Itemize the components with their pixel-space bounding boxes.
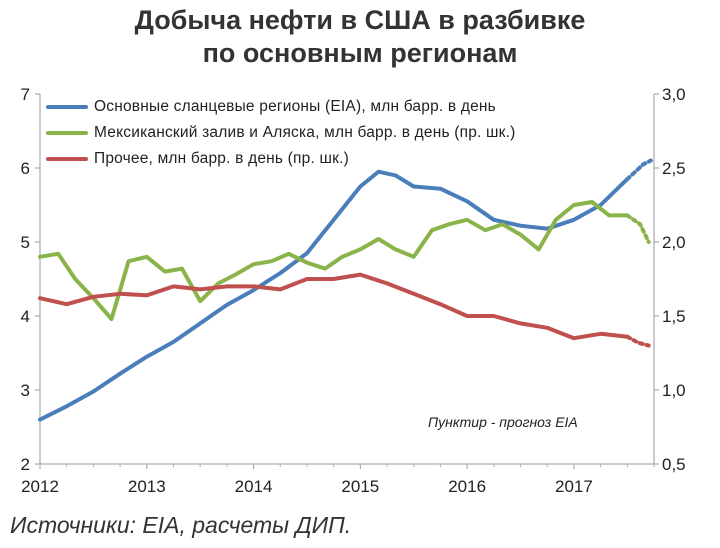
x-tick-label: 2012 <box>21 477 59 496</box>
right-tick-label: 1,0 <box>662 381 686 400</box>
left-tick-label: 2 <box>21 455 30 474</box>
series-line-1 <box>38 200 630 321</box>
left-tick-label: 3 <box>21 381 30 400</box>
left-tick-label: 4 <box>21 307 30 326</box>
legend-label-other: Прочее, млн барр. в день (пр. шк.) <box>94 150 349 167</box>
series-forecast-0 <box>625 158 653 182</box>
source-note: Источники: EIA, расчеты ДИП. <box>10 512 352 538</box>
series-line-0 <box>38 169 630 422</box>
forecast-note: Пунктир - прогноз EIA <box>428 414 578 430</box>
chart-title-line-2: по основным регионам <box>202 38 518 68</box>
legend-label-shale: Основные сланцевые регионы (EIA), млн ба… <box>94 98 496 115</box>
legend-swatch-gulf <box>46 131 88 135</box>
left-tick-label: 6 <box>21 159 30 178</box>
right-tick-label: 2,5 <box>662 159 686 178</box>
legend-entry-gulf: Мексиканский залив и Аляска, млн барр. в… <box>46 122 516 144</box>
legend-label-gulf: Мексиканский залив и Аляска, млн барр. в… <box>94 124 516 141</box>
x-tick-label: 2015 <box>341 477 379 496</box>
left-tick-label: 7 <box>21 85 30 104</box>
right-tick-label: 3,0 <box>662 85 686 104</box>
right-tick-label: 2,0 <box>662 233 686 252</box>
x-tick-label: 2014 <box>235 477 273 496</box>
left-tick-label: 5 <box>21 233 30 252</box>
legend-entry-other: Прочее, млн барр. в день (пр. шк.) <box>46 148 349 170</box>
series-forecast-1 <box>625 213 651 244</box>
legend-entry-shale: Основные сланцевые регионы (EIA), млн ба… <box>46 96 496 118</box>
legend-swatch-other <box>46 157 88 161</box>
legend-swatch-shale <box>46 105 88 109</box>
x-tick-label: 2016 <box>448 477 486 496</box>
x-tick-label: 2017 <box>555 477 593 496</box>
right-tick-label: 0,5 <box>662 455 686 474</box>
series-line-2 <box>38 272 630 341</box>
x-tick-label: 2013 <box>128 477 166 496</box>
right-tick-label: 1,5 <box>662 307 686 326</box>
series-forecast-2 <box>625 334 651 348</box>
chart-title-line-1: Добыча нефти в США в разбивке <box>134 5 586 35</box>
chart-title: Добыча нефти в США в разбивке по основны… <box>0 4 720 70</box>
